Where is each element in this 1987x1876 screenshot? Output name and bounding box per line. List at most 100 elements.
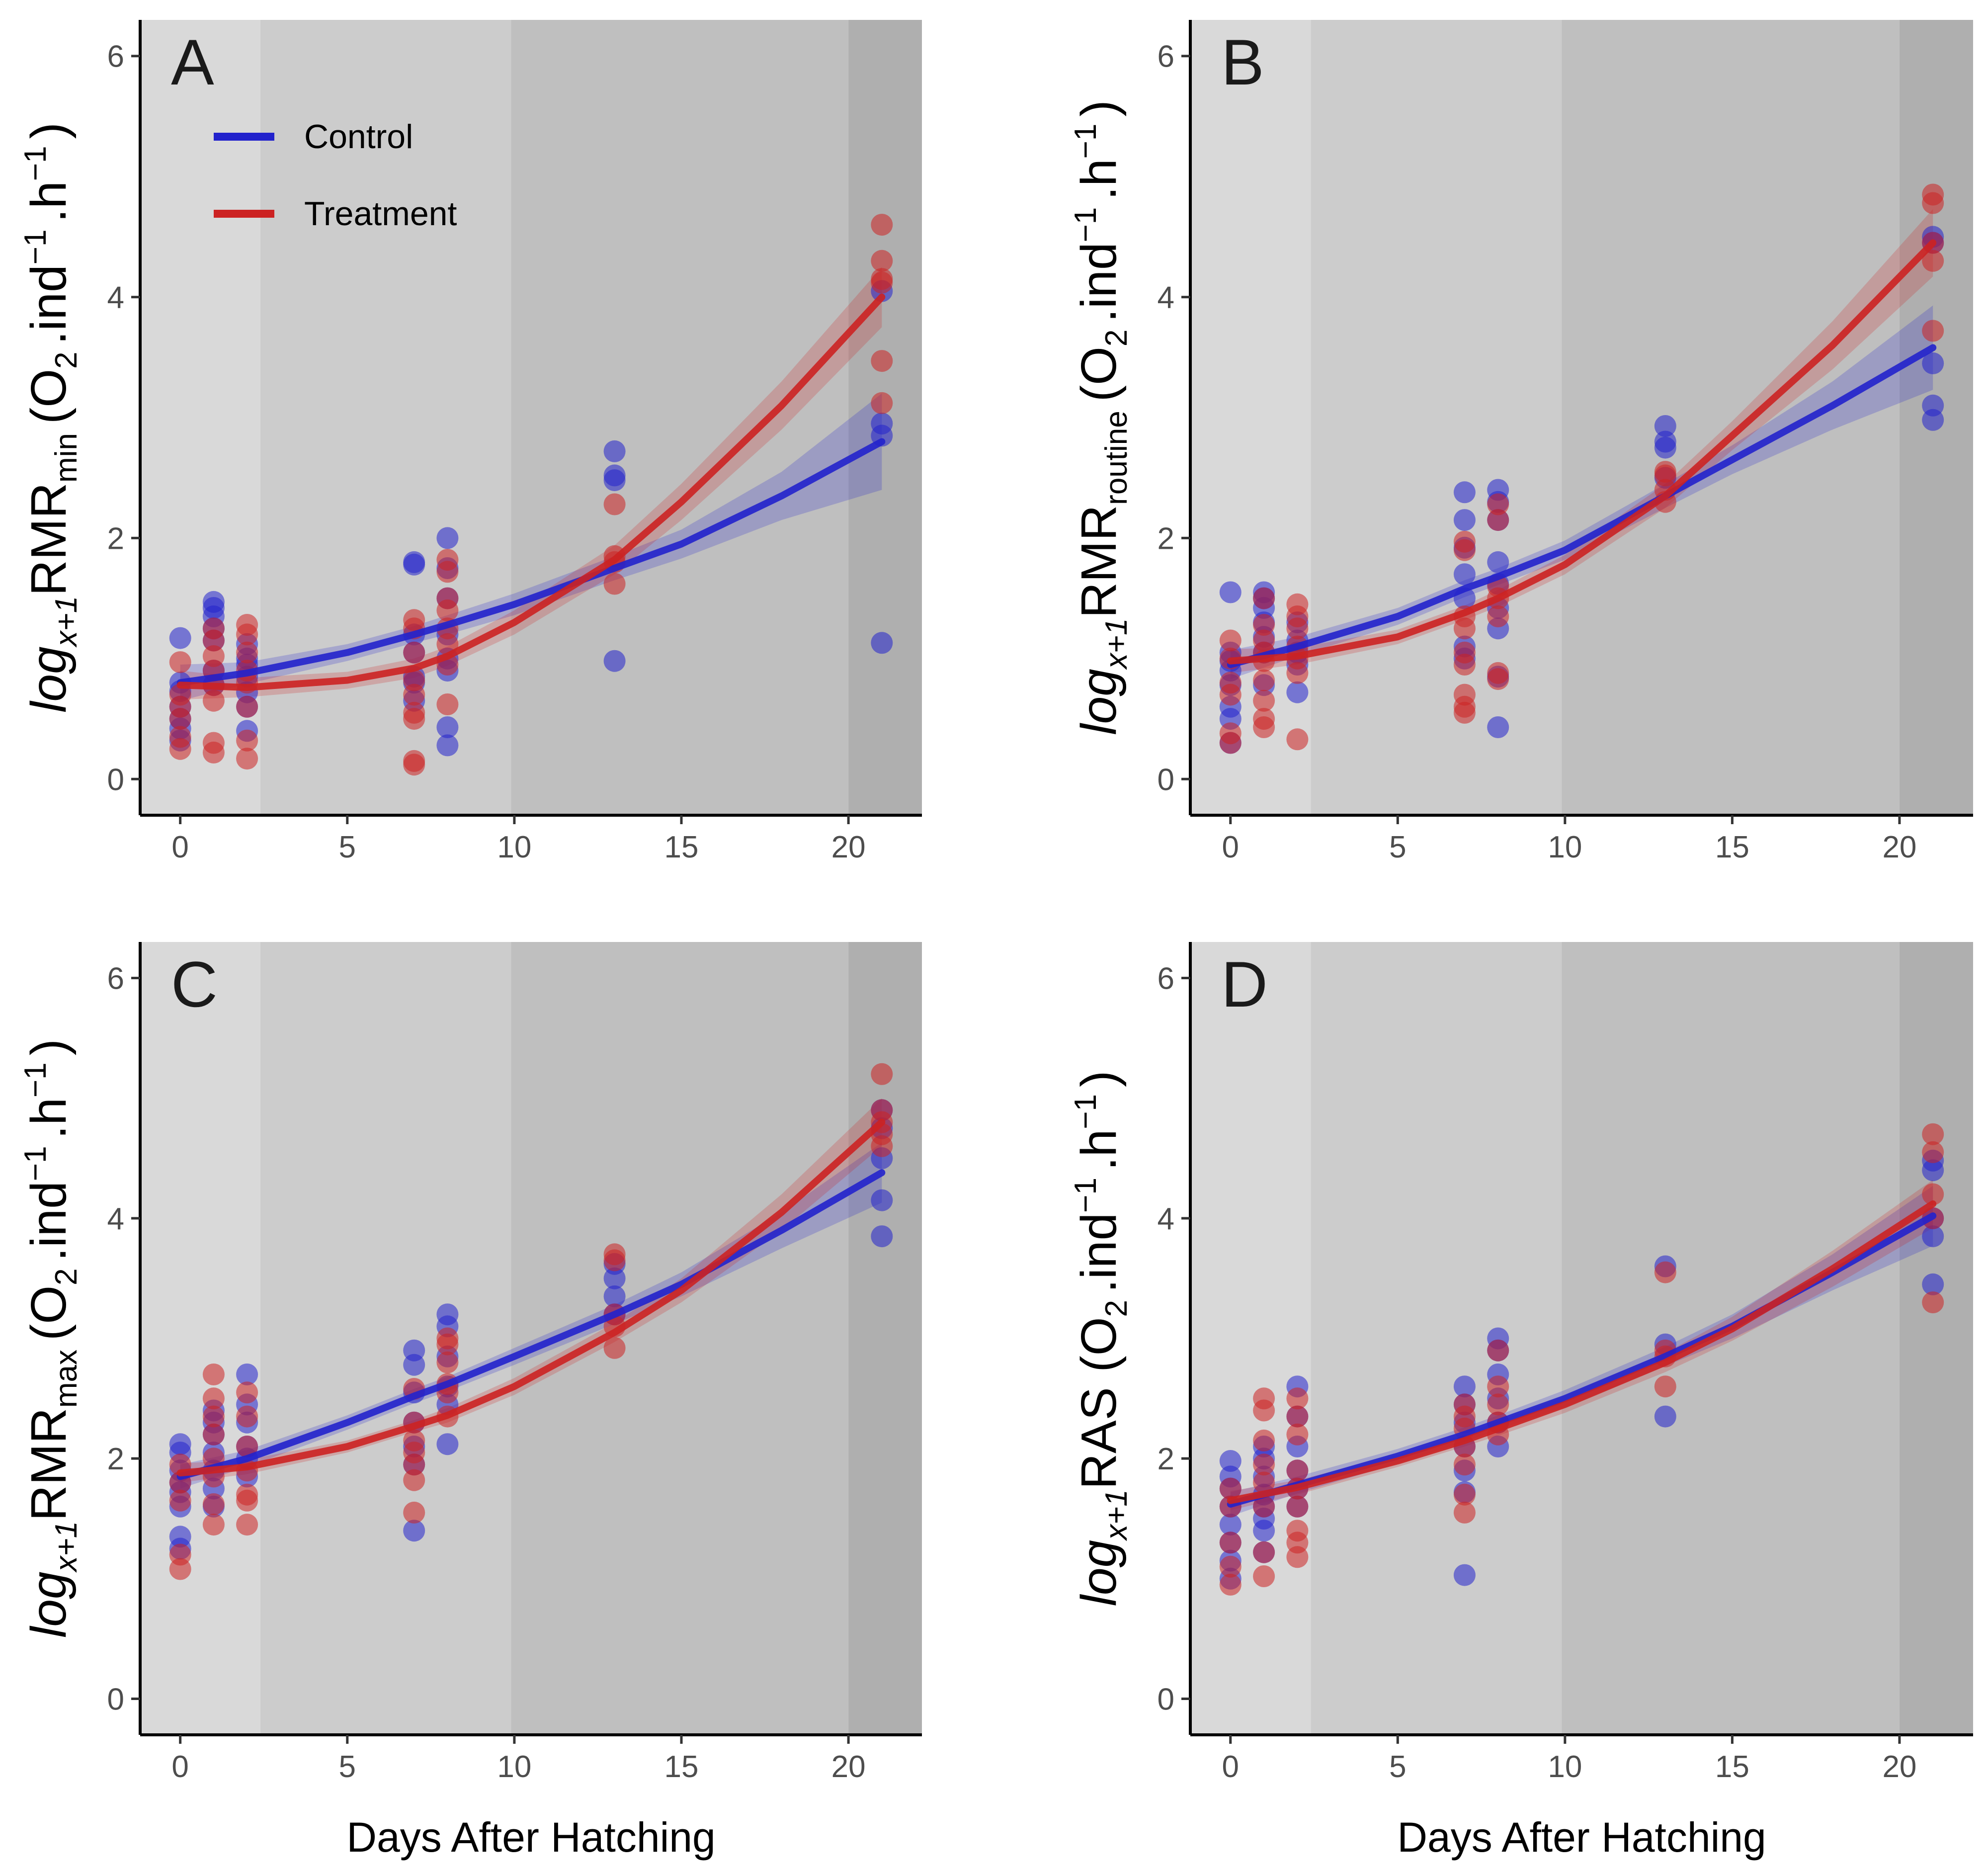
x-tick-label: 10 bbox=[1548, 1750, 1582, 1784]
y-tick-label: 2 bbox=[107, 521, 124, 556]
y-tick-label: 2 bbox=[1158, 1442, 1174, 1476]
ylabel-units-open: (O bbox=[1071, 1317, 1127, 1372]
x-tick-label: 10 bbox=[497, 830, 531, 864]
treatment-point bbox=[1253, 1399, 1275, 1422]
ylabel-units-close: ) bbox=[21, 1039, 77, 1055]
stage-band bbox=[140, 942, 260, 1735]
ylabel-o2-subscript: 2 bbox=[49, 351, 83, 368]
control-point bbox=[871, 1189, 893, 1211]
treatment-point bbox=[202, 1364, 225, 1385]
ylabel-metric-subscript: min bbox=[49, 433, 83, 483]
treatment-point bbox=[1453, 1483, 1476, 1506]
x-tick-label: 0 bbox=[1222, 1750, 1239, 1784]
treatment-point bbox=[1487, 1339, 1509, 1362]
treatment-point bbox=[1286, 1405, 1309, 1428]
control-point bbox=[1286, 681, 1309, 703]
ylabel-o2-subscript: 2 bbox=[1099, 330, 1134, 346]
treatment-point bbox=[1286, 1387, 1309, 1410]
treatment-point bbox=[1219, 629, 1242, 652]
ylabel-h-superscript: −1 bbox=[18, 1062, 53, 1098]
control-point bbox=[236, 1364, 258, 1385]
treatment-point bbox=[436, 1351, 459, 1373]
treatment-point bbox=[403, 1469, 425, 1491]
treatment-point bbox=[1219, 1573, 1242, 1596]
control-point bbox=[1654, 1405, 1676, 1428]
treatment-point bbox=[436, 599, 459, 621]
control-point bbox=[1922, 409, 1944, 431]
ylabel-log-subscript: x+1 bbox=[49, 1521, 83, 1573]
treatment-point bbox=[169, 738, 191, 760]
control-point bbox=[169, 627, 191, 649]
x-tick-label: 15 bbox=[664, 830, 699, 864]
control-fit-line bbox=[176, 1169, 886, 1480]
treatment-point bbox=[403, 641, 425, 664]
control-point bbox=[403, 553, 425, 576]
treatment-point bbox=[871, 250, 893, 272]
treatment-point bbox=[1453, 617, 1476, 640]
x-tick-label: 0 bbox=[171, 830, 188, 864]
treatment-point bbox=[1453, 701, 1476, 724]
treatment-point bbox=[403, 683, 425, 706]
treatment-point bbox=[1487, 493, 1509, 515]
treatment-point bbox=[236, 748, 258, 770]
x-tick-label: 10 bbox=[1548, 830, 1582, 864]
stage-band bbox=[848, 942, 922, 1735]
treatment-point bbox=[236, 641, 258, 664]
y-axis-label: logx+1RAS(O2.ind−1.h−1) bbox=[1069, 1071, 1134, 1607]
x-tick-label: 10 bbox=[497, 1750, 531, 1784]
treatment-point bbox=[236, 623, 258, 646]
ylabel-log-subscript: x+1 bbox=[1099, 618, 1134, 671]
y-tick-label: 0 bbox=[107, 1683, 124, 1717]
x-tick-label: 5 bbox=[339, 830, 356, 864]
ylabel-h-superscript: −1 bbox=[1069, 1094, 1103, 1129]
ylabel-ind-superscript: −1 bbox=[18, 230, 53, 265]
y-axis-label: logx+1RMRmin(O2.ind−1.h−1) bbox=[18, 122, 83, 713]
y-tick-label: 4 bbox=[107, 281, 124, 315]
treatment-point bbox=[436, 1333, 459, 1356]
treatment-point bbox=[1253, 1453, 1275, 1476]
treatment-point bbox=[1487, 668, 1509, 690]
treatment-point bbox=[871, 1135, 893, 1157]
ylabel-metric: RMR bbox=[21, 1408, 77, 1521]
control-point bbox=[871, 632, 893, 654]
control-point bbox=[436, 527, 459, 549]
y-tick-label: 4 bbox=[1158, 281, 1174, 315]
stage-band bbox=[1311, 942, 1562, 1735]
control-point bbox=[1922, 352, 1944, 374]
ylabel-units-ind: .ind bbox=[21, 264, 77, 344]
control-point bbox=[1922, 1273, 1944, 1295]
ylabel-ind-superscript: −1 bbox=[1069, 1178, 1103, 1213]
ylabel-log: log bbox=[21, 1572, 77, 1638]
treatment-point bbox=[403, 1501, 425, 1524]
ylabel-o2-subscript: 2 bbox=[1099, 1300, 1134, 1317]
x-tick-label: 15 bbox=[664, 1750, 699, 1784]
control-point bbox=[603, 440, 626, 462]
treatment-point bbox=[871, 392, 893, 414]
treatment-point bbox=[403, 1453, 425, 1476]
y-tick-label: 2 bbox=[1158, 521, 1174, 556]
ylabel-units-ind: .ind bbox=[1071, 1213, 1127, 1293]
treatment-point bbox=[202, 1423, 225, 1446]
treatment-fit-line bbox=[176, 293, 886, 691]
stage-band bbox=[1190, 20, 1311, 815]
y-axis-label: logx+1RMRmax(O2.ind−1.h−1) bbox=[18, 1039, 83, 1638]
treatment-point bbox=[871, 214, 893, 236]
stage-band bbox=[1562, 20, 1900, 815]
ylabel-ind-superscript: −1 bbox=[18, 1146, 53, 1181]
stage-band bbox=[511, 942, 849, 1735]
panel-letter: B bbox=[1221, 26, 1264, 98]
treatment-point bbox=[1219, 732, 1242, 754]
control-point bbox=[1253, 1520, 1275, 1542]
treatment-point bbox=[1253, 614, 1275, 636]
treatment-point bbox=[436, 693, 459, 715]
x-tick-label: 15 bbox=[1715, 830, 1749, 864]
control-point bbox=[1654, 415, 1676, 437]
ylabel-log: log bbox=[21, 646, 77, 712]
x-tick-label: 0 bbox=[1222, 830, 1239, 864]
ylabel-units-open: (O bbox=[21, 369, 77, 424]
treatment-point bbox=[1922, 1123, 1944, 1145]
treatment-point bbox=[1922, 192, 1944, 214]
